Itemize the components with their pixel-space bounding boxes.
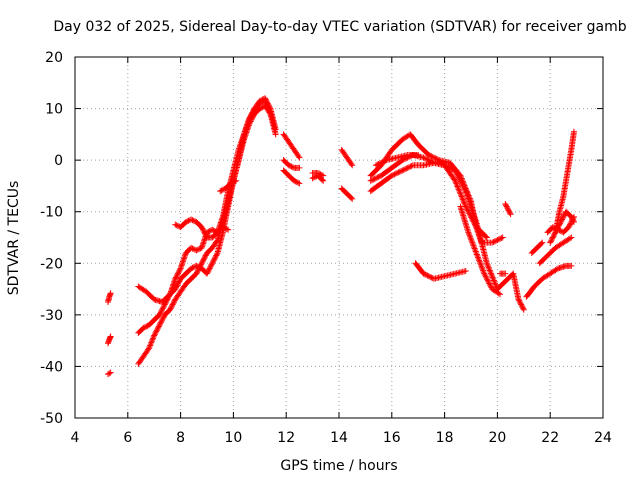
point-markers xyxy=(367,131,506,246)
series-arc-afternoon-4 xyxy=(372,151,422,169)
point-markers xyxy=(372,151,422,169)
y-tick-label: -40 xyxy=(40,359,63,375)
axis-ticks xyxy=(74,56,604,419)
x-tick-label: 10 xyxy=(224,430,242,446)
y-axis-label: SDTVAR / TECUs xyxy=(6,181,22,296)
series-arc-noon-2 xyxy=(280,157,303,171)
series-arc-1300-b xyxy=(309,170,327,179)
x-tick-label: 6 xyxy=(123,430,132,446)
series-arc-early-2 xyxy=(105,333,114,347)
point-markers xyxy=(280,157,303,171)
point-markers xyxy=(309,170,327,179)
x-tick-label: 14 xyxy=(330,430,348,446)
data-points xyxy=(105,95,577,378)
point-markers xyxy=(523,262,575,300)
series-arc-1420-b xyxy=(338,185,356,202)
series-arc-noon-3 xyxy=(280,167,303,187)
series-arc-late-1 xyxy=(523,262,575,300)
y-tick-label: -10 xyxy=(40,205,63,221)
x-tick-label: 22 xyxy=(541,430,559,446)
point-markers xyxy=(536,234,575,267)
point-markers xyxy=(502,200,514,218)
point-markers xyxy=(528,239,546,256)
series-arc-early-3 xyxy=(105,369,114,378)
series-arc-dip-2 xyxy=(457,203,504,298)
series-arc-morning-bump xyxy=(172,216,232,241)
x-tick-label: 4 xyxy=(71,430,80,446)
y-tick-label: -20 xyxy=(40,256,63,272)
x-axis-label: GPS time / hours xyxy=(280,458,397,474)
point-markers xyxy=(217,177,240,195)
point-markers xyxy=(338,146,356,169)
series-arc-afternoon-3 xyxy=(367,159,490,241)
point-markers xyxy=(367,159,490,241)
series-arc-1420-a xyxy=(338,146,356,169)
x-tick-label: 8 xyxy=(176,430,185,446)
y-tick-label: 0 xyxy=(54,153,63,169)
tick-labels: 4 6 8 10 12 14 16 18 20 22 24 -50 -40 -30 -20 -10 0 10 20 xyxy=(40,50,612,446)
point-markers xyxy=(412,260,469,282)
x-tick-label: 12 xyxy=(277,430,295,446)
series-arc-early-1 xyxy=(105,290,114,305)
chart-title: Day 032 of 2025, Sidereal Day-to-day VTE… xyxy=(53,19,626,35)
series-arc-2020 xyxy=(497,270,509,277)
point-markers xyxy=(280,131,303,161)
point-markers xyxy=(105,290,114,305)
series-arc-late-2 xyxy=(536,234,575,267)
point-markers xyxy=(105,333,114,347)
series-arc-2030 xyxy=(502,200,514,218)
point-markers xyxy=(338,185,356,202)
point-markers xyxy=(497,270,509,277)
point-markers xyxy=(105,369,114,378)
series-arc-late-rise xyxy=(552,128,577,236)
series-arc-noon-1 xyxy=(280,131,303,161)
series-arc-morning-upper xyxy=(135,95,279,305)
y-tick-label: 10 xyxy=(45,102,63,118)
y-tick-label: -30 xyxy=(40,308,63,324)
y-tick-label: -50 xyxy=(40,411,63,427)
point-markers xyxy=(552,128,577,236)
series-arc-afternoon-1 xyxy=(367,131,506,246)
point-markers xyxy=(135,95,279,305)
x-tick-label: 18 xyxy=(436,430,454,446)
series-arc-late-3 xyxy=(528,239,546,256)
series-arc-morning-short xyxy=(217,177,240,195)
x-tick-label: 16 xyxy=(383,430,401,446)
y-tick-label: 20 xyxy=(45,50,63,66)
point-markers xyxy=(172,216,232,241)
grid-lines xyxy=(75,57,603,418)
point-markers xyxy=(457,203,504,298)
point-markers xyxy=(280,167,303,187)
x-tick-label: 20 xyxy=(488,430,506,446)
x-tick-label: 24 xyxy=(594,430,612,446)
series-arc-dip-1 xyxy=(412,260,469,282)
